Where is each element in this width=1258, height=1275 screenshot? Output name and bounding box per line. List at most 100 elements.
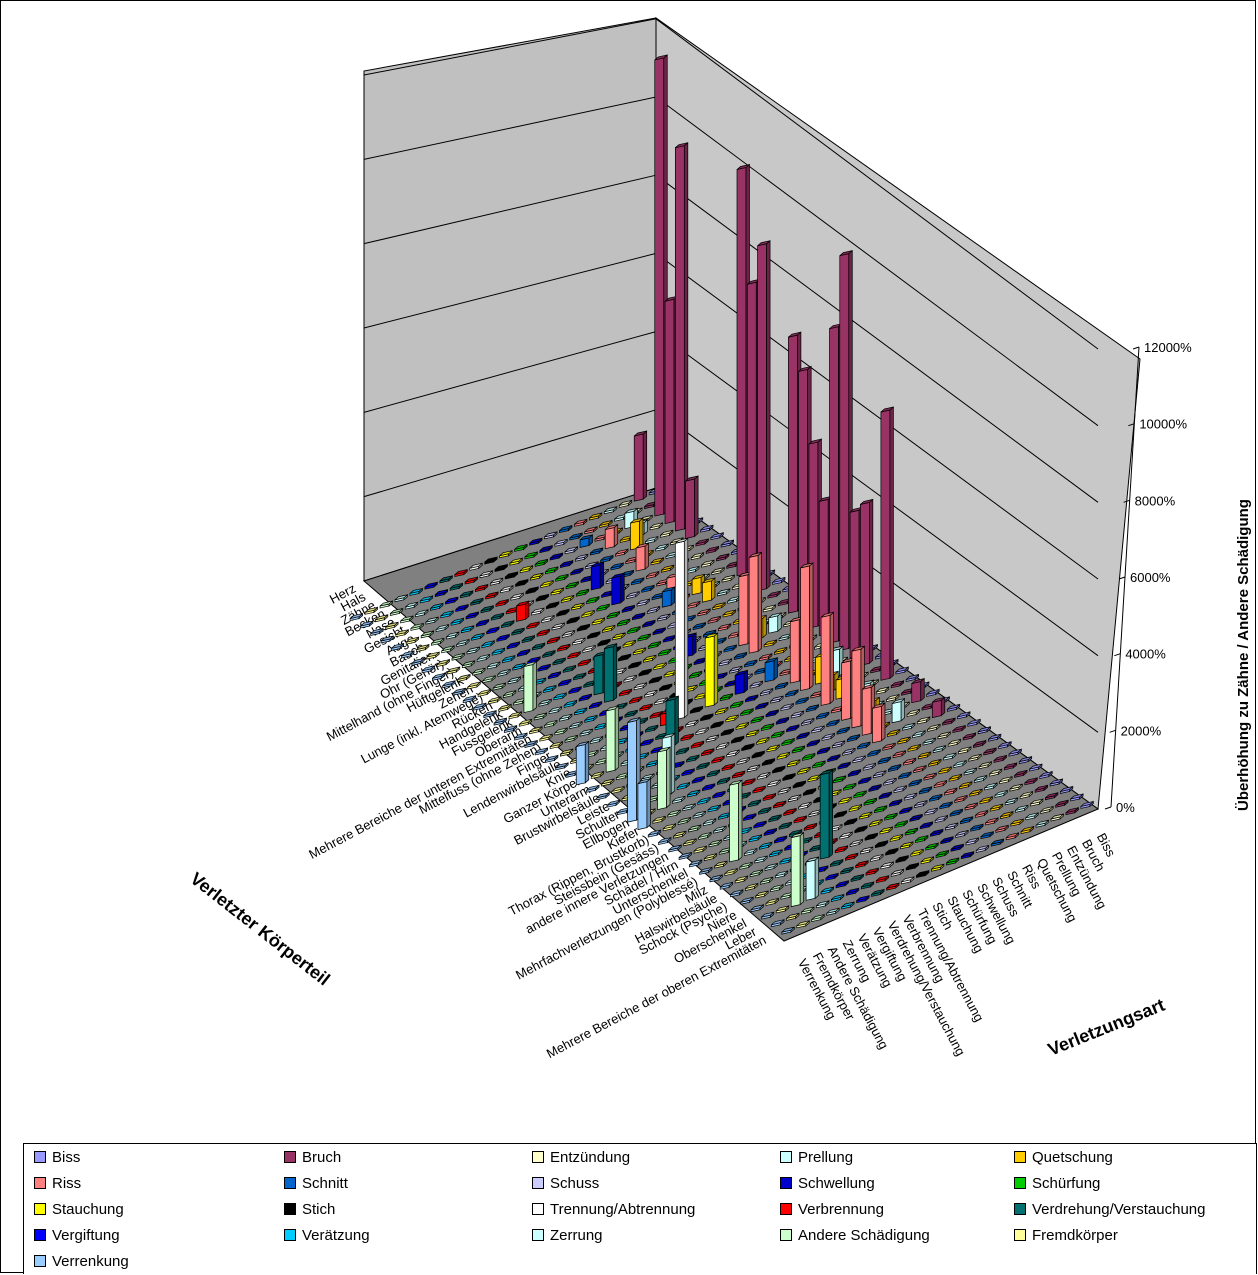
bar xyxy=(484,556,498,565)
bar xyxy=(774,646,788,655)
bar xyxy=(917,716,931,725)
bar xyxy=(979,795,993,805)
bar xyxy=(717,623,732,632)
bar xyxy=(539,544,553,554)
bar xyxy=(792,780,806,789)
bar xyxy=(509,557,523,566)
bar xyxy=(577,658,591,667)
bar xyxy=(635,542,649,572)
legend-label: Andere Schädigung xyxy=(798,1226,930,1244)
legend-item: Entzündung xyxy=(532,1146,630,1168)
bar xyxy=(744,659,758,668)
bar xyxy=(940,836,954,845)
bar xyxy=(883,777,897,786)
bar xyxy=(390,642,405,651)
bar xyxy=(900,841,914,850)
bar xyxy=(647,640,662,649)
bar xyxy=(1045,792,1059,801)
bar xyxy=(554,727,568,736)
bar xyxy=(995,824,1009,833)
bar xyxy=(470,597,484,606)
bar xyxy=(952,724,966,734)
bar xyxy=(725,714,739,723)
bar xyxy=(770,695,784,704)
bar xyxy=(385,621,399,630)
legend-item: Quetschung xyxy=(1014,1146,1113,1168)
bar xyxy=(891,697,905,724)
bar xyxy=(584,714,598,723)
bar xyxy=(555,573,569,582)
bar xyxy=(1008,748,1022,757)
bar xyxy=(649,710,663,719)
z-tick-mark xyxy=(1104,806,1112,810)
legend-item: Schwellung xyxy=(780,1172,875,1194)
bar xyxy=(680,733,694,742)
bar xyxy=(1030,798,1044,807)
legend-swatch xyxy=(34,1177,46,1189)
y-axis-title: Verletzter Körperteil xyxy=(187,868,334,989)
legend-label: Verätzung xyxy=(302,1226,370,1244)
bar xyxy=(890,680,905,689)
legend-item: Stauchung xyxy=(34,1198,124,1220)
z-tick-label: 6000% xyxy=(1130,570,1171,585)
bar xyxy=(574,553,589,562)
bar xyxy=(647,829,662,838)
bar xyxy=(596,791,610,801)
legend-swatch xyxy=(532,1229,544,1241)
bar xyxy=(937,731,951,740)
bar xyxy=(545,754,559,763)
bar xyxy=(477,688,491,697)
bar xyxy=(705,545,720,554)
bar xyxy=(1025,812,1039,821)
bar xyxy=(621,604,635,613)
bar xyxy=(879,826,893,835)
bar xyxy=(974,774,988,783)
bar xyxy=(805,856,819,901)
bar xyxy=(774,681,789,690)
bar xyxy=(538,698,552,707)
bar xyxy=(400,615,414,624)
bar xyxy=(441,645,455,654)
bar xyxy=(605,705,620,773)
bar xyxy=(524,739,538,748)
bar xyxy=(552,657,566,666)
gridline xyxy=(363,96,657,160)
z-tick-label: 12000% xyxy=(1144,340,1192,355)
bar xyxy=(439,575,453,584)
bar xyxy=(892,749,906,759)
bar xyxy=(894,819,908,829)
bar xyxy=(409,587,423,596)
bar xyxy=(440,610,454,619)
bar xyxy=(1080,800,1094,809)
bar xyxy=(514,732,528,741)
bar xyxy=(785,689,799,698)
bar xyxy=(546,636,561,645)
bar xyxy=(568,685,582,695)
bar xyxy=(529,725,543,735)
bar xyxy=(476,653,491,662)
bar xyxy=(782,772,796,781)
bar xyxy=(819,768,834,860)
bar xyxy=(838,796,852,805)
bar xyxy=(690,740,705,749)
bar xyxy=(597,638,611,647)
bar xyxy=(436,658,450,667)
bar xyxy=(844,817,858,826)
bar xyxy=(560,748,574,757)
bar xyxy=(713,825,727,834)
bar xyxy=(676,781,691,790)
bar xyxy=(887,728,901,737)
bar xyxy=(462,694,477,704)
bar xyxy=(769,848,783,858)
bar xyxy=(575,740,590,786)
bar xyxy=(658,836,672,845)
legend-label: Schwellung xyxy=(798,1174,875,1192)
bar xyxy=(696,761,710,770)
legend-label: Schürfung xyxy=(1032,1174,1101,1192)
bar xyxy=(411,657,425,666)
bar xyxy=(800,562,814,691)
bar xyxy=(845,887,860,896)
bar xyxy=(503,724,518,734)
bar xyxy=(534,558,549,567)
bar xyxy=(741,742,755,752)
